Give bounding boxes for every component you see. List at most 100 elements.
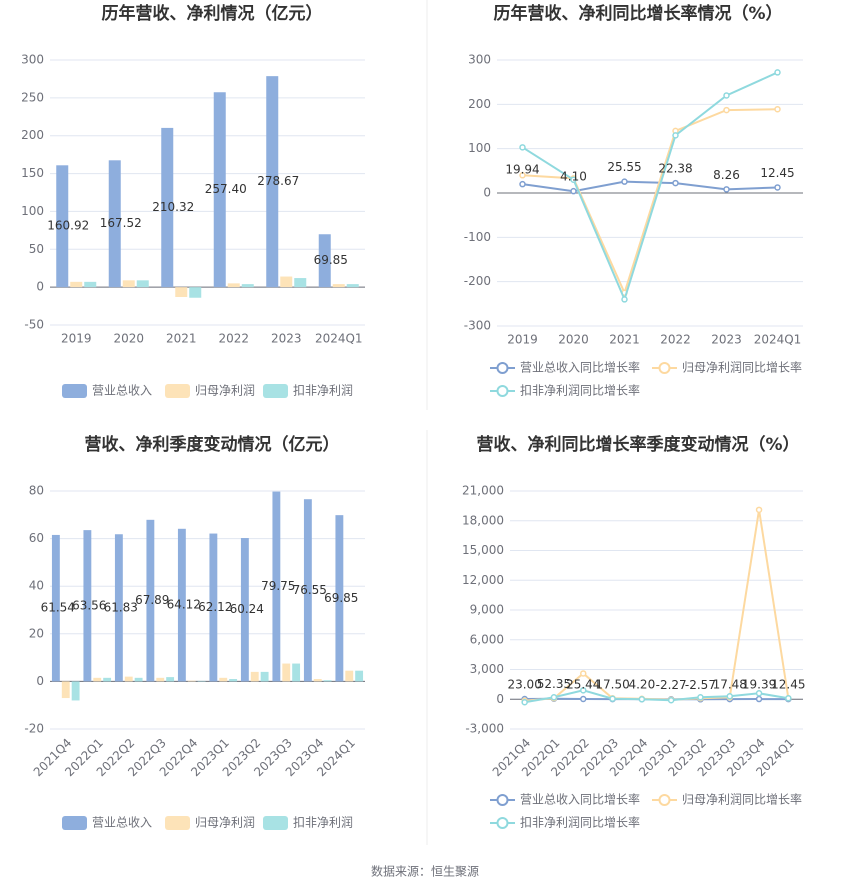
bar xyxy=(333,284,345,287)
bar xyxy=(70,282,82,287)
bar xyxy=(347,284,359,287)
bar xyxy=(345,671,353,682)
value-label: 62.12 xyxy=(198,600,232,614)
line xyxy=(523,109,778,293)
value-label: 25.55 xyxy=(607,160,641,174)
bar xyxy=(282,664,290,682)
point xyxy=(727,694,732,699)
value-label: 69.85 xyxy=(314,253,348,267)
value-label: 167.52 xyxy=(100,216,142,230)
y-tick-label: 250 xyxy=(21,90,44,104)
value-label: 160.92 xyxy=(47,219,89,233)
bar xyxy=(125,677,133,682)
bar xyxy=(242,284,254,287)
y-tick-label: 100 xyxy=(21,204,44,218)
value-label: 257.40 xyxy=(205,182,247,196)
chart-title: 营收、净利季度变动情况（亿元） xyxy=(85,434,340,455)
legend-swatch xyxy=(263,384,288,398)
point xyxy=(775,107,780,112)
point xyxy=(622,179,627,184)
x-tick-label: 2024Q1 xyxy=(754,333,802,347)
legend-label: 营业总收入 xyxy=(92,384,152,398)
legend-swatch xyxy=(165,816,190,830)
legend-swatch xyxy=(62,384,87,398)
value-label: 4.20 xyxy=(628,678,655,692)
legend-swatch xyxy=(498,818,508,828)
value-label: -2.57 xyxy=(685,678,716,692)
value-label: 63.56 xyxy=(72,598,106,612)
x-tick-label: 2021 xyxy=(609,333,640,347)
value-label: 60.24 xyxy=(230,602,264,616)
y-tick-label: 12,000 xyxy=(462,573,504,587)
line xyxy=(525,510,789,701)
point xyxy=(775,185,780,190)
value-label: 79.75 xyxy=(261,579,295,593)
bar xyxy=(280,277,292,288)
y-tick-label: -20 xyxy=(24,722,44,736)
value-label: 61.54 xyxy=(41,601,75,615)
x-tick-label: 2021 xyxy=(166,332,197,346)
bar xyxy=(188,681,196,682)
y-tick-label: -200 xyxy=(464,274,491,288)
bar xyxy=(229,679,237,681)
point xyxy=(775,70,780,75)
y-tick-label: 150 xyxy=(21,166,44,180)
legend-swatch xyxy=(498,363,508,373)
value-label: 8.26 xyxy=(713,168,740,182)
y-tick-label: 300 xyxy=(21,53,44,67)
legend-swatch xyxy=(660,795,670,805)
value-label: 61.83 xyxy=(104,600,138,614)
value-label: 17.50 xyxy=(595,678,629,692)
chart-title: 营收、净利同比增长率季度变动情况（%） xyxy=(476,434,799,455)
x-tick-label: 2022 xyxy=(218,332,249,346)
legend-label: 扣非净利润 xyxy=(293,384,353,398)
x-tick-label: 2024Q1 xyxy=(315,332,363,346)
y-tick-label: 200 xyxy=(21,128,44,142)
point xyxy=(673,133,678,138)
legend-swatch xyxy=(498,386,508,396)
y-tick-label: 15,000 xyxy=(462,543,504,557)
y-tick-label: 60 xyxy=(29,531,44,545)
bar xyxy=(292,664,300,682)
point xyxy=(698,695,703,700)
y-tick-label: 40 xyxy=(29,579,44,593)
point xyxy=(622,297,627,302)
value-label: 19.94 xyxy=(505,163,539,177)
legend-label: 营业总收入 xyxy=(92,816,152,830)
point xyxy=(522,700,527,705)
bar xyxy=(103,678,111,682)
point xyxy=(757,507,762,512)
legend-label: 扣非净利润 xyxy=(293,816,353,830)
y-tick-label: 80 xyxy=(29,484,44,498)
point xyxy=(757,697,762,702)
y-tick-label: 0 xyxy=(483,186,491,200)
legend-swatch xyxy=(165,384,190,398)
value-label: 12.45 xyxy=(760,166,794,180)
bar xyxy=(72,681,80,700)
value-label: 76.55 xyxy=(293,583,327,597)
line xyxy=(525,690,789,702)
y-tick-label: 50 xyxy=(29,242,44,256)
y-tick-label: 200 xyxy=(468,97,491,111)
value-label: 12.45 xyxy=(771,678,805,692)
x-tick-label: 2019 xyxy=(507,333,538,347)
legend-label: 归母净利润 xyxy=(195,816,255,830)
point xyxy=(520,182,525,187)
value-label: 69.85 xyxy=(324,591,358,605)
legend-swatch xyxy=(62,816,87,830)
point xyxy=(571,189,576,194)
y-tick-label: -100 xyxy=(464,230,491,244)
legend-label: 营业总收入同比增长率 xyxy=(520,360,640,375)
legend-label: 归母净利润同比增长率 xyxy=(682,792,802,807)
bar xyxy=(261,672,269,682)
line xyxy=(523,72,778,299)
bar xyxy=(175,287,187,297)
point xyxy=(724,108,729,113)
point xyxy=(581,696,586,701)
legend-swatch xyxy=(263,816,288,830)
point xyxy=(786,696,791,701)
value-label: 210.32 xyxy=(152,200,194,214)
point xyxy=(520,145,525,150)
value-label: 64.12 xyxy=(167,598,201,612)
